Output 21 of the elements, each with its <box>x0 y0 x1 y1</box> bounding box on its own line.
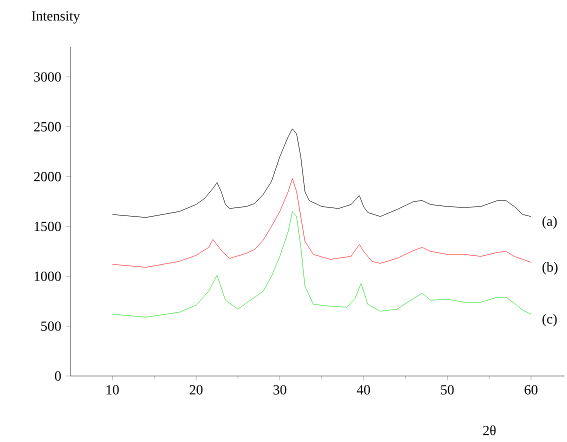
y-tick-label: 3000 <box>34 72 61 82</box>
series-label: (b) <box>542 262 558 275</box>
x-tick-label: 20 <box>190 385 203 395</box>
y-tick-label: 0 <box>54 371 61 381</box>
x-tick-label: 50 <box>441 385 454 395</box>
x-tick-label: 40 <box>356 385 370 395</box>
y-tick-label: 500 <box>41 321 61 331</box>
series-label: (c) <box>542 314 557 326</box>
line-series <box>112 178 532 268</box>
series-label: (a) <box>542 216 557 229</box>
y-tick-label: 2000 <box>34 172 61 182</box>
x-tick-label: 30 <box>274 385 286 395</box>
y-tick-label: 2500 <box>34 122 61 132</box>
line-series <box>112 211 532 318</box>
x-tick-label: 10 <box>106 385 119 395</box>
y-tick-label: 1500 <box>34 222 61 232</box>
x-axis-title: 2θ <box>483 425 496 436</box>
x-tick-label: 60 <box>524 385 538 395</box>
y-tick-label: 1000 <box>34 272 61 282</box>
y-axis-title: Intensity <box>32 11 80 24</box>
line-series <box>112 128 532 218</box>
